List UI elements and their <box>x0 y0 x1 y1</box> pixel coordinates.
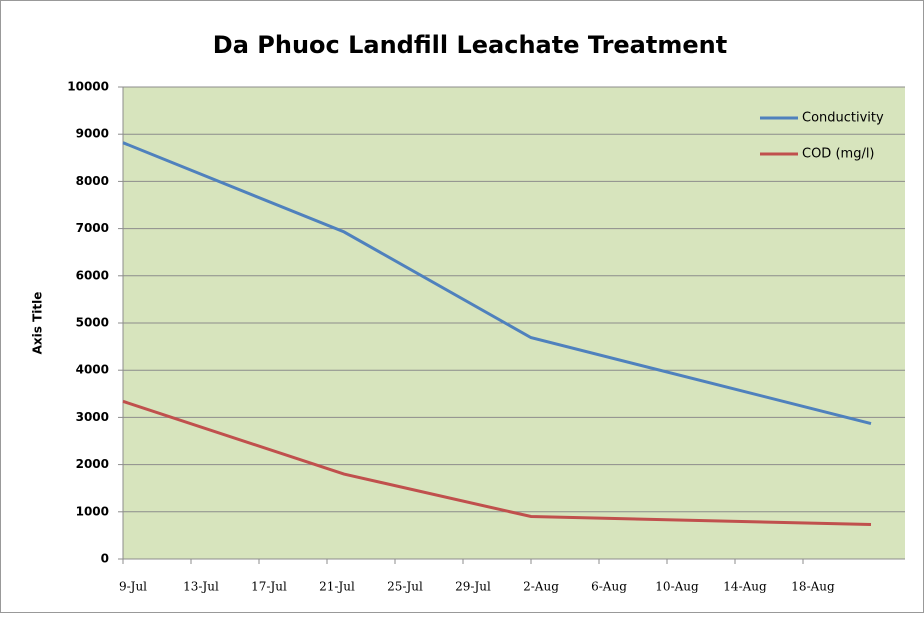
x-tick-label: 18-Aug <box>791 580 835 594</box>
legend-label: Conductivity <box>802 111 884 126</box>
x-tick-label: 10-Aug <box>655 580 699 594</box>
y-tick-label: 9000 <box>76 127 109 141</box>
y-tick-label: 7000 <box>76 221 109 235</box>
y-tick-label: 8000 <box>76 174 109 188</box>
y-axis-title: Axis Title <box>31 292 45 355</box>
y-tick-label: 1000 <box>76 504 109 518</box>
y-tick-label: 6000 <box>76 268 109 282</box>
x-tick-label: 25-Jul <box>387 580 423 594</box>
x-tick-label: 2-Aug <box>523 580 559 594</box>
legend-label: COD (mg/l) <box>802 147 875 162</box>
x-tick-label: 17-Jul <box>251 580 287 594</box>
x-tick-label: 14-Aug <box>723 580 767 594</box>
x-tick-label: 9-Jul <box>119 580 147 594</box>
y-tick-label: 4000 <box>76 363 109 377</box>
x-tick-label: 13-Jul <box>183 580 219 594</box>
y-tick-label: 5000 <box>76 316 109 330</box>
y-tick-label: 3000 <box>76 410 109 424</box>
series-line <box>122 399 872 527</box>
chart-title: Da Phuoc Landfill Leachate Treatment <box>213 31 727 59</box>
series-line <box>122 141 872 425</box>
x-tick-label: 6-Aug <box>591 580 627 594</box>
y-tick-label: 0 <box>101 552 109 566</box>
y-tick-label: 2000 <box>76 457 109 471</box>
y-tick-label: 10000 <box>67 80 109 94</box>
x-tick-label: 21-Jul <box>319 580 355 594</box>
x-tick-label: 29-Jul <box>455 580 491 594</box>
